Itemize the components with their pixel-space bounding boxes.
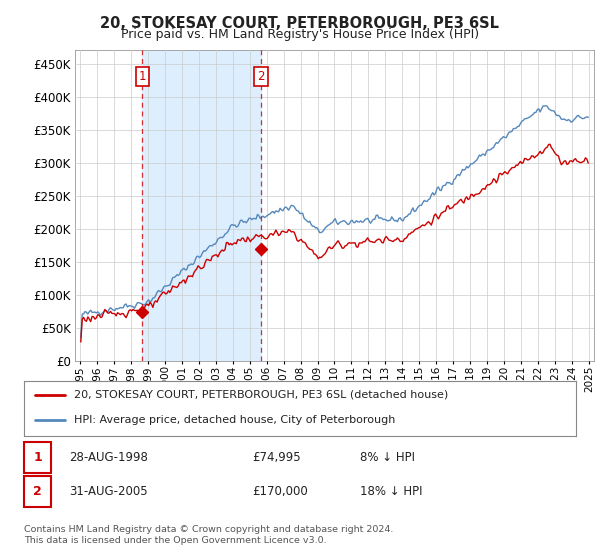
Bar bbox=[142, 50, 261, 361]
Text: 2: 2 bbox=[33, 485, 42, 498]
Text: 2: 2 bbox=[257, 71, 265, 83]
Text: 18% ↓ HPI: 18% ↓ HPI bbox=[360, 485, 422, 498]
Text: £170,000: £170,000 bbox=[252, 485, 308, 498]
Text: 31-AUG-2005: 31-AUG-2005 bbox=[69, 485, 148, 498]
Text: Contains HM Land Registry data © Crown copyright and database right 2024.
This d: Contains HM Land Registry data © Crown c… bbox=[24, 525, 394, 545]
Text: 20, STOKESAY COURT, PETERBOROUGH, PE3 6SL: 20, STOKESAY COURT, PETERBOROUGH, PE3 6S… bbox=[101, 16, 499, 31]
Text: 8% ↓ HPI: 8% ↓ HPI bbox=[360, 451, 415, 464]
Text: 1: 1 bbox=[139, 71, 146, 83]
Text: 28-AUG-1998: 28-AUG-1998 bbox=[69, 451, 148, 464]
Text: 20, STOKESAY COURT, PETERBOROUGH, PE3 6SL (detached house): 20, STOKESAY COURT, PETERBOROUGH, PE3 6S… bbox=[74, 390, 448, 399]
Text: Price paid vs. HM Land Registry's House Price Index (HPI): Price paid vs. HM Land Registry's House … bbox=[121, 28, 479, 41]
Text: £74,995: £74,995 bbox=[252, 451, 301, 464]
Text: HPI: Average price, detached house, City of Peterborough: HPI: Average price, detached house, City… bbox=[74, 416, 395, 425]
Text: 1: 1 bbox=[33, 451, 42, 464]
